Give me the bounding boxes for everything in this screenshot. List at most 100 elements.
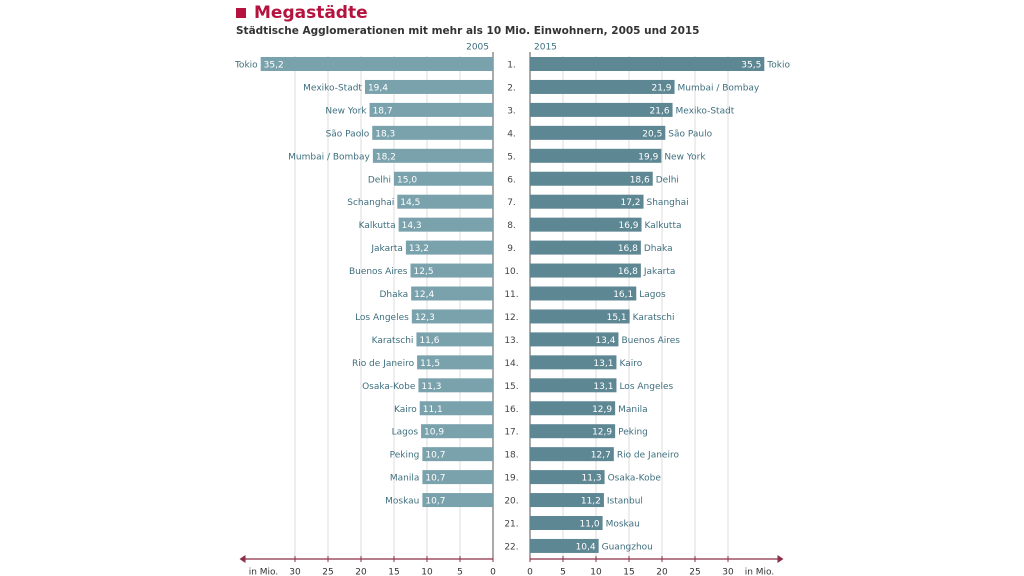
rank-label: 18. bbox=[504, 451, 518, 461]
bar-2015 bbox=[530, 263, 641, 278]
city-label-2005: São Paolo bbox=[326, 129, 370, 139]
bar-value-label-2005: 10,7 bbox=[425, 451, 445, 461]
bar-2015 bbox=[530, 194, 644, 209]
tick-label-right: 20 bbox=[656, 568, 668, 576]
bar-2005 bbox=[411, 309, 493, 324]
bar-2005 bbox=[372, 125, 493, 140]
bar-2005 bbox=[411, 286, 493, 301]
bar-value-label-2005: 19,4 bbox=[368, 83, 388, 93]
rank-label: 13. bbox=[504, 336, 518, 346]
chart-title: Megastädte bbox=[254, 3, 368, 23]
bar-2015 bbox=[530, 102, 673, 117]
bar-value-label-2015: 12,9 bbox=[592, 428, 612, 438]
bar-value-label-2005: 10,9 bbox=[424, 428, 444, 438]
bar-value-label-2005: 18,2 bbox=[376, 152, 396, 162]
city-label-2005: Mexiko-Stadt bbox=[303, 83, 362, 93]
bar-2005 bbox=[418, 378, 493, 393]
bar-2015 bbox=[530, 355, 617, 370]
title-marker-icon bbox=[236, 8, 246, 18]
bar-value-label-2005: 12,3 bbox=[415, 313, 435, 323]
bar-2015 bbox=[530, 493, 604, 508]
rank-label: 17. bbox=[504, 428, 518, 438]
city-label-2015: New York bbox=[664, 152, 706, 162]
tick-label-right: 25 bbox=[689, 568, 700, 576]
tick-label-left: 10 bbox=[421, 568, 433, 576]
bar-value-label-2015: 16,1 bbox=[613, 290, 633, 300]
bar-value-label-2005: 11,1 bbox=[423, 405, 443, 415]
unit-label-left: in Mio. bbox=[249, 568, 279, 576]
bar-value-label-2005: 11,6 bbox=[419, 336, 439, 346]
title-row: Megastädte bbox=[236, 2, 700, 24]
city-label-2015: Buenos Aires bbox=[621, 336, 680, 346]
bar-value-label-2015: 11,3 bbox=[582, 474, 602, 484]
bar-2005 bbox=[417, 355, 493, 370]
chart-header: Megastädte Städtische Agglomerationen mi… bbox=[236, 2, 700, 37]
city-label-2005: Peking bbox=[390, 451, 420, 461]
tick-label-left: 25 bbox=[322, 568, 333, 576]
rank-label: 12. bbox=[504, 313, 518, 323]
bar-value-label-2005: 14,3 bbox=[402, 221, 422, 231]
bar-2005 bbox=[260, 57, 493, 71]
city-label-2005: Rio de Janeiro bbox=[352, 359, 415, 369]
rank-label: 19. bbox=[504, 474, 518, 484]
rank-label: 20. bbox=[504, 497, 518, 507]
rank-label: 14. bbox=[504, 359, 518, 369]
bar-2015 bbox=[530, 79, 675, 94]
tick-label-right: 5 bbox=[560, 568, 566, 576]
bar-value-label-2015: 19,9 bbox=[638, 152, 658, 162]
city-label-2015: Jakarta bbox=[643, 267, 675, 277]
city-label-2015: Mumbai / Bombay bbox=[678, 83, 760, 93]
bar-value-label-2015: 15,1 bbox=[607, 313, 627, 323]
bar-2005 bbox=[419, 401, 493, 416]
bar-value-label-2015: 12,7 bbox=[591, 451, 611, 461]
bar-2015 bbox=[530, 171, 653, 186]
axis-arrow-left-icon bbox=[239, 555, 246, 563]
chart-subtitle: Städtische Agglomerationen mit mehr als … bbox=[236, 25, 700, 37]
rank-label: 16. bbox=[504, 405, 518, 415]
bar-2015 bbox=[530, 516, 603, 530]
city-label-2005: Kairo bbox=[394, 405, 417, 415]
bar-2015 bbox=[530, 401, 616, 416]
bar-value-label-2005: 11,5 bbox=[420, 359, 440, 369]
bar-2015 bbox=[530, 470, 605, 485]
bar-2015 bbox=[530, 217, 642, 232]
tick-label-left: 20 bbox=[355, 568, 367, 576]
tick-label-left: 0 bbox=[490, 568, 496, 576]
bar-value-label-2015: 16,8 bbox=[618, 244, 638, 254]
city-label-2005: Dhaka bbox=[379, 290, 408, 300]
tick-label-left: 15 bbox=[388, 568, 399, 576]
city-label-2005: Los Angeles bbox=[355, 313, 409, 323]
bar-value-label-2005: 11,3 bbox=[421, 382, 441, 392]
bar-2015 bbox=[530, 447, 614, 462]
bar-2005 bbox=[422, 493, 493, 508]
tick-label-right: 0 bbox=[527, 568, 533, 576]
unit-label-right: in Mio. bbox=[745, 568, 775, 576]
bar-value-label-2015: 21,9 bbox=[651, 83, 671, 93]
bar-2015 bbox=[530, 424, 616, 439]
tick-label-left: 5 bbox=[457, 568, 463, 576]
city-label-2015: Dhaka bbox=[644, 244, 673, 254]
rank-label: 10. bbox=[504, 267, 518, 277]
bar-2005 bbox=[422, 470, 493, 485]
city-label-2015: Osaka-Kobe bbox=[608, 474, 662, 484]
bar-2005 bbox=[422, 447, 493, 462]
city-label-2005: Mumbai / Bombay bbox=[288, 152, 370, 162]
bar-value-label-2015: 13,4 bbox=[595, 336, 615, 346]
bar-value-label-2005: 13,2 bbox=[409, 244, 429, 254]
city-label-2005: Schanghai bbox=[347, 198, 394, 208]
bar-value-label-2015: 12,9 bbox=[592, 405, 612, 415]
rank-label: 8. bbox=[507, 221, 516, 231]
rank-label: 21. bbox=[504, 520, 518, 530]
bar-2005 bbox=[398, 217, 493, 232]
bar-2005 bbox=[421, 424, 493, 439]
city-label-2005: Jakarta bbox=[370, 244, 402, 254]
city-label-2015: Guangzhou bbox=[602, 542, 653, 552]
bar-2005 bbox=[394, 171, 493, 186]
city-label-2015: Lagos bbox=[639, 290, 666, 300]
bar-value-label-2015: 17,2 bbox=[620, 198, 640, 208]
bar-2015 bbox=[530, 332, 619, 347]
tick-label-left: 30 bbox=[289, 568, 301, 576]
city-label-2015: Kairo bbox=[619, 359, 642, 369]
bar-2015 bbox=[530, 309, 630, 324]
